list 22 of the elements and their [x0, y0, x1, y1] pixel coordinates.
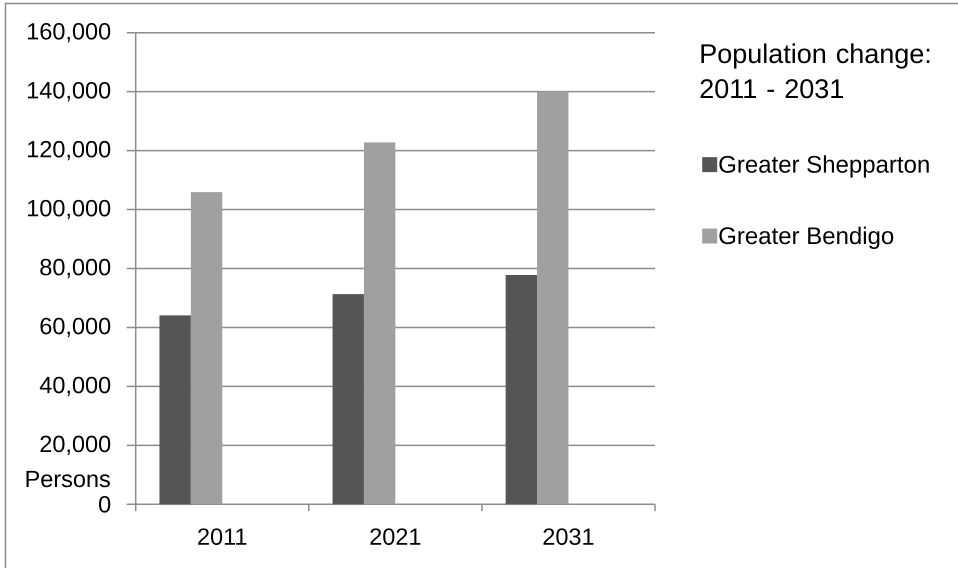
- y-tick-label: 140,000: [28, 82, 110, 102]
- x-tick-label: 2021: [370, 528, 420, 545]
- y-tick-label: 0: [99, 496, 110, 513]
- bar: [190, 192, 222, 504]
- bar: [537, 92, 568, 504]
- bar: [506, 274, 538, 504]
- bar: [159, 315, 191, 504]
- y-tick-label: 100,000: [28, 200, 110, 220]
- y-tick-label: 40,000: [40, 376, 110, 396]
- y-tick-label: 120,000: [28, 140, 110, 160]
- x-tick-label: 2031: [543, 528, 594, 545]
- y-tick-label: 20,000: [40, 436, 110, 456]
- text: Population change: 2011 - 2031: [700, 43, 930, 98]
- y-tick-label: 60,000: [40, 318, 110, 338]
- x-tick-label: 2011: [198, 528, 246, 545]
- bar: [332, 294, 364, 504]
- y-axis-title: Persons: [26, 470, 110, 488]
- legend-label: Greater Bendigo: [719, 226, 894, 249]
- legend-label: Greater Shepparton: [719, 155, 929, 178]
- bar: [364, 142, 396, 504]
- y-tick-label: 160,000: [28, 22, 110, 42]
- y-tick-label: 80,000: [40, 258, 110, 278]
